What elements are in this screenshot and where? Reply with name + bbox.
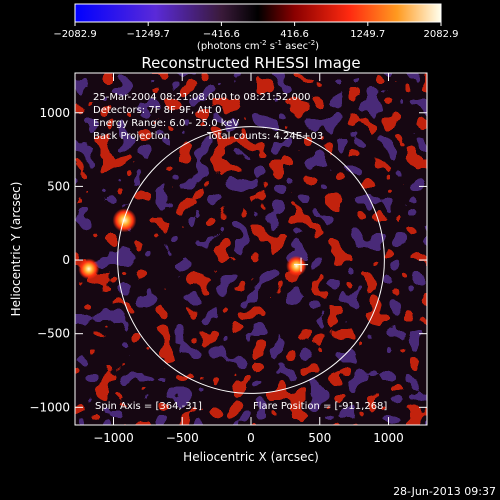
spin-axis-label: Spin Axis = [364,-31] xyxy=(95,401,202,412)
y-axis-label: Heliocentric Y (arcsec) xyxy=(9,182,23,317)
bright-source xyxy=(112,208,137,233)
crosshair-marker xyxy=(294,257,309,272)
annotation-line: 25-Mar-2004 08:21:08.000 to 08:21:52.000 xyxy=(93,92,311,103)
heatmap-image xyxy=(75,73,427,425)
colorbar-tick-label: −1249.7 xyxy=(127,29,170,40)
y-axis-ticks: −1000 −500 0 500 1000 xyxy=(29,106,427,414)
colorbar-tick-label: −416.6 xyxy=(203,29,240,40)
x-tick-label: 500 xyxy=(308,431,331,445)
colorbar xyxy=(74,3,442,23)
x-tick-label: 1000 xyxy=(373,431,404,445)
x-tick-label: −500 xyxy=(166,431,199,445)
annotation-line: Total counts: 4.24E+03 xyxy=(206,131,323,142)
colorbar-unit-label: (photons cm-2 s-1 asec-2) xyxy=(197,39,319,52)
x-tick-label: −1000 xyxy=(93,431,134,445)
colorbar-tick-label: 416.6 xyxy=(280,29,309,40)
x-tick-label: 0 xyxy=(247,431,255,445)
timestamp: 28-Jun-2013 09:37 xyxy=(393,485,496,498)
annotation-line: Energy Range: 6.0 - 25.0 keV xyxy=(93,118,239,129)
y-tick-label: −1000 xyxy=(29,400,70,414)
y-tick-label: 0 xyxy=(62,253,70,267)
y-tick-label: 1000 xyxy=(39,106,70,120)
solar-disk-limb xyxy=(117,126,385,394)
annotation-block: 25-Mar-2004 08:21:08.000 to 08:21:52.000… xyxy=(93,92,323,142)
y-tick-label: 500 xyxy=(47,179,70,193)
bright-source xyxy=(78,258,100,280)
chart-title: Reconstructed RHESSI Image xyxy=(141,54,360,72)
x-axis-ticks: −1000 −500 0 500 1000 xyxy=(93,73,404,445)
colorbar-ticks: −2082.9 −1249.7 −416.6 416.6 1249.7 2082.9 xyxy=(53,22,459,40)
annotation-line: Detectors: 7F 8F 9F, Att 0 xyxy=(93,105,221,116)
y-tick-label: −500 xyxy=(37,327,70,341)
colorbar-tick-label: 2082.9 xyxy=(424,29,459,40)
colorbar-tick-label: −2082.9 xyxy=(53,29,96,40)
x-axis-label: Heliocentric X (arcsec) xyxy=(183,450,319,464)
bright-source xyxy=(286,255,307,277)
annotation-line: Back Projection xyxy=(93,131,170,142)
flare-position-label: Flare Position = [-911,268] xyxy=(253,401,387,412)
colorbar-tick-label: 1249.7 xyxy=(350,29,385,40)
